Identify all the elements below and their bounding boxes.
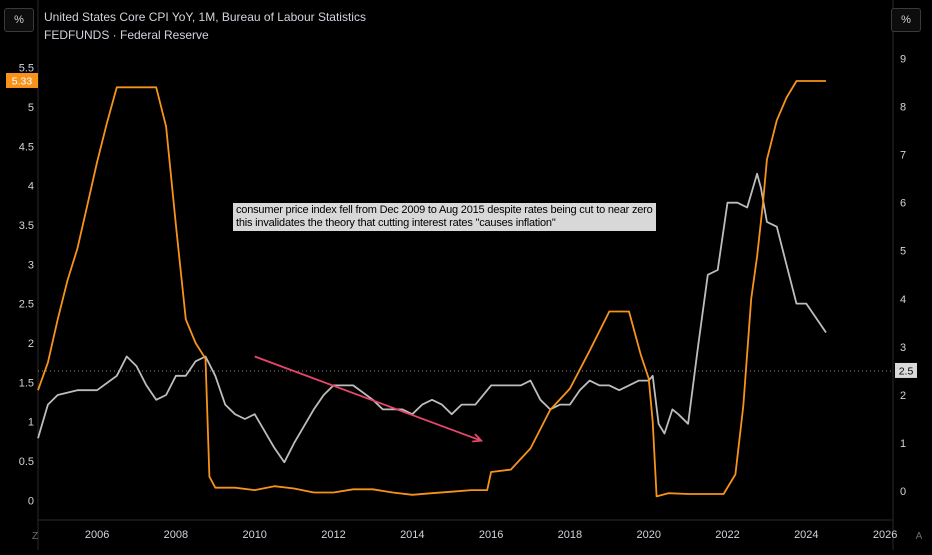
last-value-label-layer: 5.33 2.5 — [6, 72, 917, 378]
annotation-line-1: consumer price index fell from Dec 2009 … — [236, 204, 653, 216]
x-tick-label: 2016 — [479, 529, 503, 541]
auto-scale-toggle-left[interactable]: Z — [31, 531, 39, 542]
x-tick-label: 2008 — [164, 529, 188, 541]
right-tick-label: 5 — [900, 246, 906, 258]
left-tick-label: 3.5 — [19, 220, 34, 232]
series-layer — [37, 80, 827, 498]
x-tick-label: 2024 — [794, 529, 818, 541]
right-tick-label: 8 — [900, 102, 906, 114]
left-tick-label: 5.5 — [19, 63, 34, 75]
core-cpi-last-value-text: 2.5 — [899, 365, 914, 377]
x-tick-label: 2012 — [321, 529, 345, 541]
right-tick-label: 9 — [900, 53, 906, 65]
x-tick-label: 2026 — [873, 529, 897, 541]
x-tick-label: 2010 — [242, 529, 266, 541]
core-cpi-last-value-badge — [895, 362, 917, 378]
trend-arrow-line — [254, 355, 482, 442]
left-tick-label: 4.5 — [19, 141, 34, 153]
right-tick-label: 0 — [900, 486, 906, 498]
left-tick-label: 1 — [28, 417, 34, 429]
trend-arrow-head — [472, 433, 484, 443]
x-tick-label: 2006 — [85, 529, 109, 541]
chart-subtitle: FEDFUNDS · Federal Reserve — [44, 28, 209, 42]
left-tick-label: 2.5 — [19, 299, 34, 311]
chart-title: United States Core CPI YoY, 1M, Bureau o… — [44, 10, 366, 24]
fedfunds-line — [37, 80, 826, 498]
x-tick-label: 2018 — [558, 529, 582, 541]
right-tick-label: 7 — [900, 150, 906, 162]
tick-label-layer: 2006 2008 2010 2012 2014 2016 2018 2020 2022 2024… — [19, 53, 906, 541]
right-tick-label: 4 — [900, 294, 906, 306]
left-tick-label: 4 — [28, 181, 34, 193]
x-tick-label: 2020 — [636, 529, 660, 541]
fedfunds-last-value-text: 5.33 — [12, 75, 33, 87]
x-tick-label: 2014 — [400, 529, 424, 541]
left-tick-label: 5 — [28, 102, 34, 114]
core-cpi-line — [37, 172, 827, 464]
right-unit-button[interactable]: % — [891, 8, 921, 32]
x-tick-label: 2022 — [715, 529, 739, 541]
right-tick-label: 1 — [900, 438, 906, 450]
left-tick-label: 1.5 — [19, 377, 34, 389]
trend-arrow-layer — [254, 355, 484, 443]
left-tick-label: 0 — [28, 495, 34, 507]
right-tick-label: 3 — [900, 342, 906, 354]
left-unit-button[interactable]: % — [4, 8, 34, 32]
right-tick-label: 6 — [900, 198, 906, 210]
fedfunds-last-value-badge — [6, 72, 38, 88]
left-tick-label: 3 — [28, 259, 34, 271]
annotation-line-2: this invalidates the theory that cutting… — [236, 217, 556, 229]
left-tick-label: 0.5 — [19, 456, 34, 468]
right-tick-label: 2 — [900, 390, 906, 402]
annotation-box: consumer price index fell from Dec 2009 … — [233, 203, 656, 231]
auto-scale-toggle-right[interactable]: A — [915, 531, 923, 542]
left-tick-label: 2 — [28, 338, 34, 350]
